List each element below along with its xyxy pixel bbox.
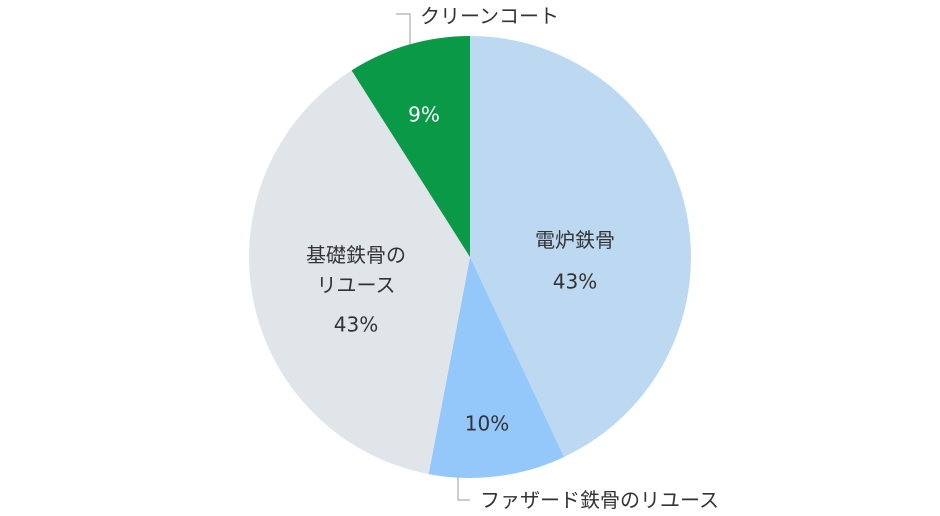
outside-label: クリーンコート <box>420 4 559 28</box>
value-label: 10% <box>465 412 509 436</box>
pie-slice <box>351 36 470 257</box>
value-label: 43% <box>334 313 378 337</box>
pie-slice <box>428 257 565 478</box>
value-label: 9% <box>408 103 440 127</box>
slice-label: 基礎鉄骨のリユース <box>306 243 406 297</box>
slice-label: 電炉鉄骨 <box>535 228 615 252</box>
leader-line <box>457 470 470 501</box>
pie-slice <box>470 36 691 457</box>
value-label: 43% <box>553 270 597 294</box>
outside-label: ファザード鉄骨のリユース <box>480 488 719 512</box>
